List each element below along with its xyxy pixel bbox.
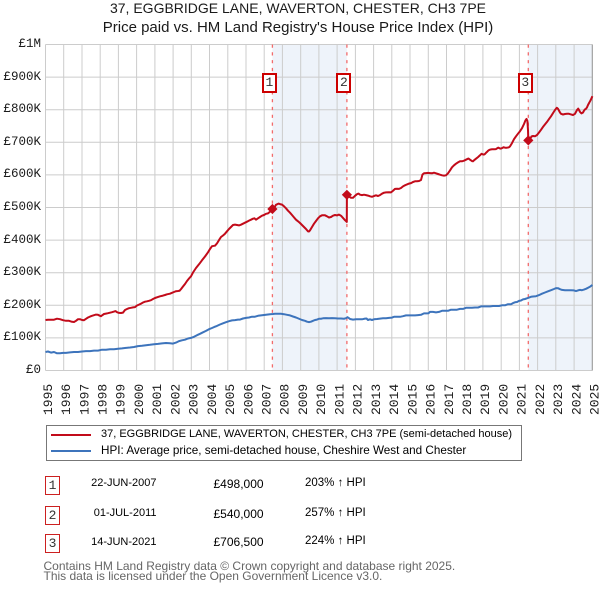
svg-text:2015: 2015 (405, 384, 420, 415)
svg-text:2001: 2001 (150, 384, 165, 415)
svg-text:2024: 2024 (569, 384, 584, 415)
svg-text:2008: 2008 (278, 384, 293, 415)
svg-text:1999: 1999 (114, 384, 129, 415)
svg-text:2009: 2009 (296, 384, 311, 415)
svg-text:2022: 2022 (533, 384, 548, 415)
svg-text:2021: 2021 (515, 384, 530, 415)
svg-text:2019: 2019 (478, 384, 493, 415)
svg-text:2003: 2003 (187, 384, 202, 415)
svg-text:2025: 2025 (588, 384, 600, 415)
svg-text:1997: 1997 (77, 384, 92, 415)
svg-text:2018: 2018 (460, 384, 475, 415)
svg-text:2013: 2013 (369, 384, 384, 415)
svg-text:2007: 2007 (260, 384, 275, 415)
svg-text:2023: 2023 (551, 384, 566, 415)
svg-text:2010: 2010 (314, 384, 329, 415)
svg-text:2004: 2004 (205, 384, 220, 415)
svg-text:1996: 1996 (59, 384, 74, 415)
svg-text:2000: 2000 (132, 384, 147, 415)
svg-text:2020: 2020 (497, 384, 512, 415)
svg-text:2017: 2017 (442, 384, 457, 415)
svg-text:2005: 2005 (223, 384, 238, 415)
svg-text:2002: 2002 (168, 384, 183, 415)
svg-text:2012: 2012 (351, 384, 366, 415)
svg-text:2011: 2011 (332, 384, 347, 415)
svg-text:2014: 2014 (387, 384, 402, 415)
svg-text:2006: 2006 (241, 384, 256, 415)
svg-text:2016: 2016 (424, 384, 439, 415)
svg-text:1998: 1998 (96, 384, 111, 415)
svg-text:1995: 1995 (41, 384, 56, 415)
